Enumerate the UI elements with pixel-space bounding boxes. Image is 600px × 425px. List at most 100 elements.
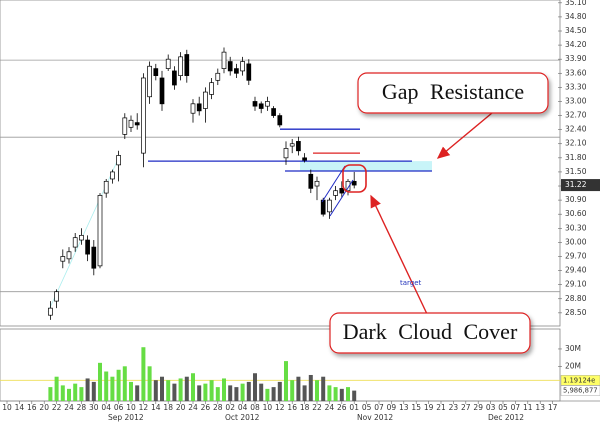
candle-body <box>351 180 357 186</box>
volume-bar <box>302 385 307 401</box>
volume-bar <box>104 371 109 401</box>
candle-body <box>97 195 103 267</box>
volume-bar <box>203 383 208 401</box>
callout-box <box>357 72 549 114</box>
y-tick-label: 31.50 <box>565 167 587 176</box>
candle-body <box>234 68 239 74</box>
y-tick-label: 33.60 <box>565 68 587 77</box>
volume-bar <box>315 380 319 401</box>
x-tick-label: 26 <box>201 403 211 412</box>
candle-body <box>327 199 332 213</box>
candle-body <box>122 117 128 135</box>
y-tick-label: 30.60 <box>565 209 587 218</box>
candle-body <box>333 190 338 196</box>
target-label: target <box>400 279 422 287</box>
x-tick-label: 10 <box>2 403 12 412</box>
month-label: Dec 2012 <box>488 413 524 422</box>
volume-bar <box>129 381 133 401</box>
y-tick-label: 34.50 <box>565 26 587 35</box>
y-tick-label: 33.00 <box>565 96 587 105</box>
volume-bar <box>333 387 338 401</box>
candle-body <box>116 155 121 166</box>
candle-body <box>221 51 227 69</box>
volume-bar <box>339 388 344 401</box>
volume-bar <box>308 374 313 401</box>
x-tick-label: 06 <box>114 403 124 412</box>
candle-body <box>165 58 171 69</box>
x-tick-label: 11 <box>523 403 533 412</box>
y-tick-label: 33.30 <box>565 82 587 91</box>
x-tick-label: 21 <box>436 403 446 412</box>
x-tick-label: 22 <box>312 403 322 412</box>
candle-body <box>246 63 252 81</box>
x-tick-label: 28 <box>213 403 223 412</box>
callout-text: Dark Cloud Cover <box>343 319 518 344</box>
x-tick-label: 14 <box>15 403 25 412</box>
volume-bar <box>253 373 257 401</box>
candle-body <box>308 173 314 189</box>
x-tick-label: 01 <box>349 403 359 412</box>
y-tick-label: 30.30 <box>565 223 587 232</box>
candle-body <box>178 56 183 76</box>
candle-body <box>147 65 152 98</box>
x-tick-label: 23 <box>449 403 459 412</box>
y-tick-label: 29.40 <box>565 266 587 275</box>
candle-body <box>283 148 289 159</box>
volume-bar <box>153 380 158 401</box>
candle-body <box>339 188 345 194</box>
volume-bar <box>141 347 146 401</box>
price-panel <box>0 0 561 327</box>
candle-body <box>215 72 221 81</box>
x-tick-label: 30 <box>89 403 99 412</box>
candle-body <box>265 101 270 107</box>
x-tick-label: 29 <box>473 403 483 412</box>
x-tick-label: 28 <box>77 403 87 412</box>
y-tick-label: 34.80 <box>565 12 587 21</box>
volume-bar <box>166 380 171 401</box>
volume-bar <box>197 385 202 401</box>
volume-bar <box>110 376 115 401</box>
x-tick-label: 12 <box>139 403 149 412</box>
y-tick-label: 32.40 <box>565 125 587 134</box>
pattern-highlight <box>342 164 367 193</box>
volume-bar <box>178 378 183 401</box>
volume-tick-label: 30M <box>565 344 581 353</box>
x-tick-label: 02 <box>225 403 235 412</box>
volume-bar <box>209 380 214 401</box>
candle-body <box>277 115 283 126</box>
x-tick-label: 27 <box>461 403 471 412</box>
x-tick-label: 24 <box>64 403 74 412</box>
x-tick-label: 24 <box>188 403 198 412</box>
candle-body <box>184 54 190 76</box>
volume-bar <box>234 387 239 401</box>
channel-line <box>321 165 346 203</box>
candle-body <box>141 77 146 154</box>
candle-body <box>110 171 115 180</box>
month-label: Sep 2012 <box>108 413 144 422</box>
volume-bar <box>284 361 288 401</box>
volume-bar <box>48 387 53 401</box>
volume-bar <box>265 388 270 401</box>
readout-label: 1.19124e <box>563 376 595 384</box>
callout-text: Gap Resistance <box>382 79 524 104</box>
x-tick-label: 15 <box>411 403 421 412</box>
volume-bar <box>60 385 65 401</box>
candle-body <box>60 256 66 262</box>
x-tick-label: 04 <box>238 403 248 412</box>
x-tick-label: 20 <box>176 403 186 412</box>
volume-bar <box>346 387 350 401</box>
candle-body <box>271 108 276 116</box>
volume-bar <box>172 383 177 401</box>
volume-bar <box>79 387 84 401</box>
volume-bar <box>160 376 164 401</box>
y-tick-label: 35.10 <box>565 0 587 7</box>
candle-body <box>48 307 53 316</box>
x-tick-label: 17 <box>548 403 558 412</box>
volume-bar <box>271 387 276 401</box>
candle-body <box>66 251 72 260</box>
x-tick-label: 03 <box>486 403 496 412</box>
candle-body <box>85 239 90 255</box>
y-tick-label: 29.10 <box>565 280 587 289</box>
x-tick-label: 26 <box>337 403 347 412</box>
